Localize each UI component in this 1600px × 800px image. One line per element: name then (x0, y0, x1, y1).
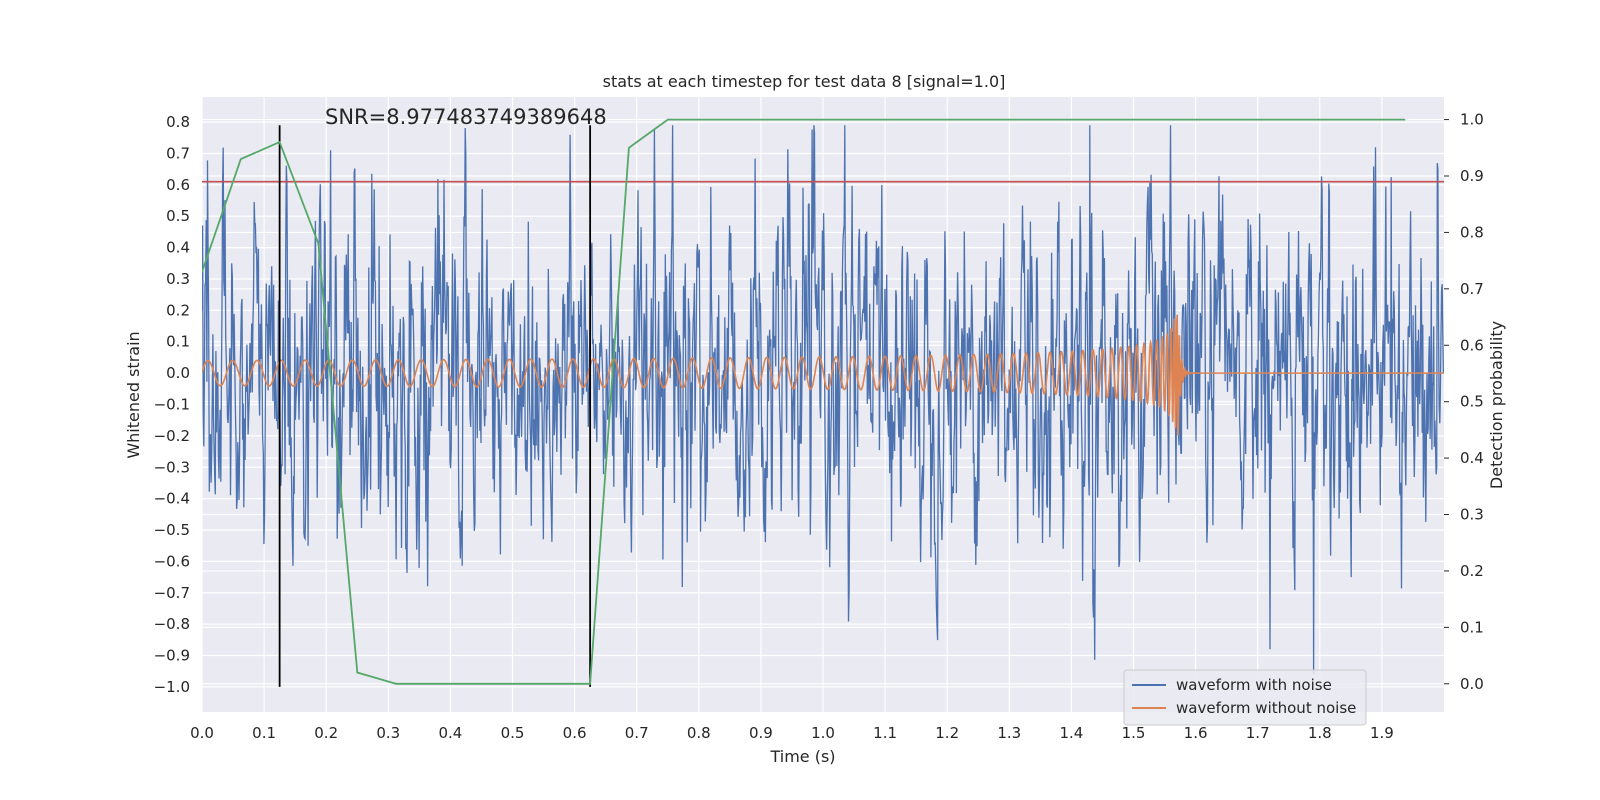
series-group (202, 118, 1444, 687)
x-tick-label: 0.6 (563, 724, 587, 742)
y-right-tick-label: 0.7 (1460, 280, 1484, 298)
y-tick-label: 0.5 (166, 207, 190, 225)
x-tick-label: 0.7 (625, 724, 649, 742)
x-tick-label: 0.5 (501, 724, 525, 742)
y-right-tick-label: 0.5 (1460, 393, 1484, 411)
legend-label-clean: waveform without noise (1176, 699, 1356, 717)
x-tick-label: 1.2 (935, 724, 959, 742)
chart-title: stats at each timestep for test data 8 [… (603, 72, 1006, 91)
legend: waveform with noise waveform without noi… (1123, 669, 1367, 726)
y-tick-label: 0.1 (166, 333, 190, 351)
x-tick-label: 0.1 (252, 724, 276, 742)
x-tick-label: 0.8 (687, 724, 711, 742)
y-tick-label: −1.0 (154, 678, 190, 696)
y-tick-label: −0.8 (154, 615, 190, 633)
y-right-tick-label: 0.2 (1460, 562, 1484, 580)
y-right-tick-label: 0.9 (1460, 167, 1484, 185)
y-tick-label: −0.3 (154, 458, 190, 476)
legend-label-noise: waveform with noise (1176, 676, 1332, 694)
y-right-tick-label: 1.0 (1460, 111, 1484, 129)
y-tick-label: 0.2 (166, 301, 190, 319)
x-tick-label: 1.5 (1122, 724, 1146, 742)
y-tick-label: −0.7 (154, 584, 190, 602)
x-tick-label: 1.1 (873, 724, 897, 742)
y-right-tick-label: 0.6 (1460, 336, 1484, 354)
x-tick-label: 1.8 (1308, 724, 1332, 742)
x-axis-label: Time (s) (769, 747, 835, 766)
clean-waveform-line (202, 314, 1444, 436)
x-tick-label: 0.4 (438, 724, 462, 742)
x-tick-label: 1.0 (811, 724, 835, 742)
y-tick-label: 0.3 (166, 270, 190, 288)
x-tick-label: 0.3 (376, 724, 400, 742)
noisy-waveform-line (202, 125, 1444, 675)
y-tick-label: −0.2 (154, 427, 190, 445)
y-right-tick-label: 0.3 (1460, 506, 1484, 524)
y-right-axis-label: Detection probability (1487, 321, 1506, 489)
y-tick-label: −0.5 (154, 521, 190, 539)
x-tick-label: 1.4 (1059, 724, 1083, 742)
y-right-tick-label: 0.4 (1460, 449, 1484, 467)
y-tick-label: 0.8 (166, 113, 190, 131)
y-axis-label: Whitened strain (124, 331, 143, 458)
x-tick-label: 1.6 (1184, 724, 1208, 742)
y-right-tick-label: 0.8 (1460, 223, 1484, 241)
x-tick-label: 1.3 (997, 724, 1021, 742)
y-tick-label: 0.6 (166, 176, 190, 194)
x-tick-label: 0.0 (190, 724, 214, 742)
x-tick-label: 0.9 (749, 724, 773, 742)
y-tick-label: 0.4 (166, 239, 190, 257)
y-right-tick-label: 0.1 (1460, 618, 1484, 636)
y-tick-label: −0.1 (154, 396, 190, 414)
y-tick-label: 0.0 (166, 364, 190, 382)
x-tick-label: 1.9 (1370, 724, 1394, 742)
x-tick-label: 0.2 (314, 724, 338, 742)
y-tick-label: −0.4 (154, 490, 190, 508)
y-tick-label: −0.9 (154, 647, 190, 665)
probability-line (202, 118, 1406, 685)
y-right-tick-label: 0.0 (1460, 675, 1484, 693)
snr-annotation: SNR=8.977483749389648 (325, 105, 607, 129)
y-tick-label: 0.7 (166, 144, 190, 162)
x-tick-label: 1.7 (1246, 724, 1270, 742)
y-tick-label: −0.6 (154, 552, 190, 570)
legend-box (1123, 669, 1367, 726)
